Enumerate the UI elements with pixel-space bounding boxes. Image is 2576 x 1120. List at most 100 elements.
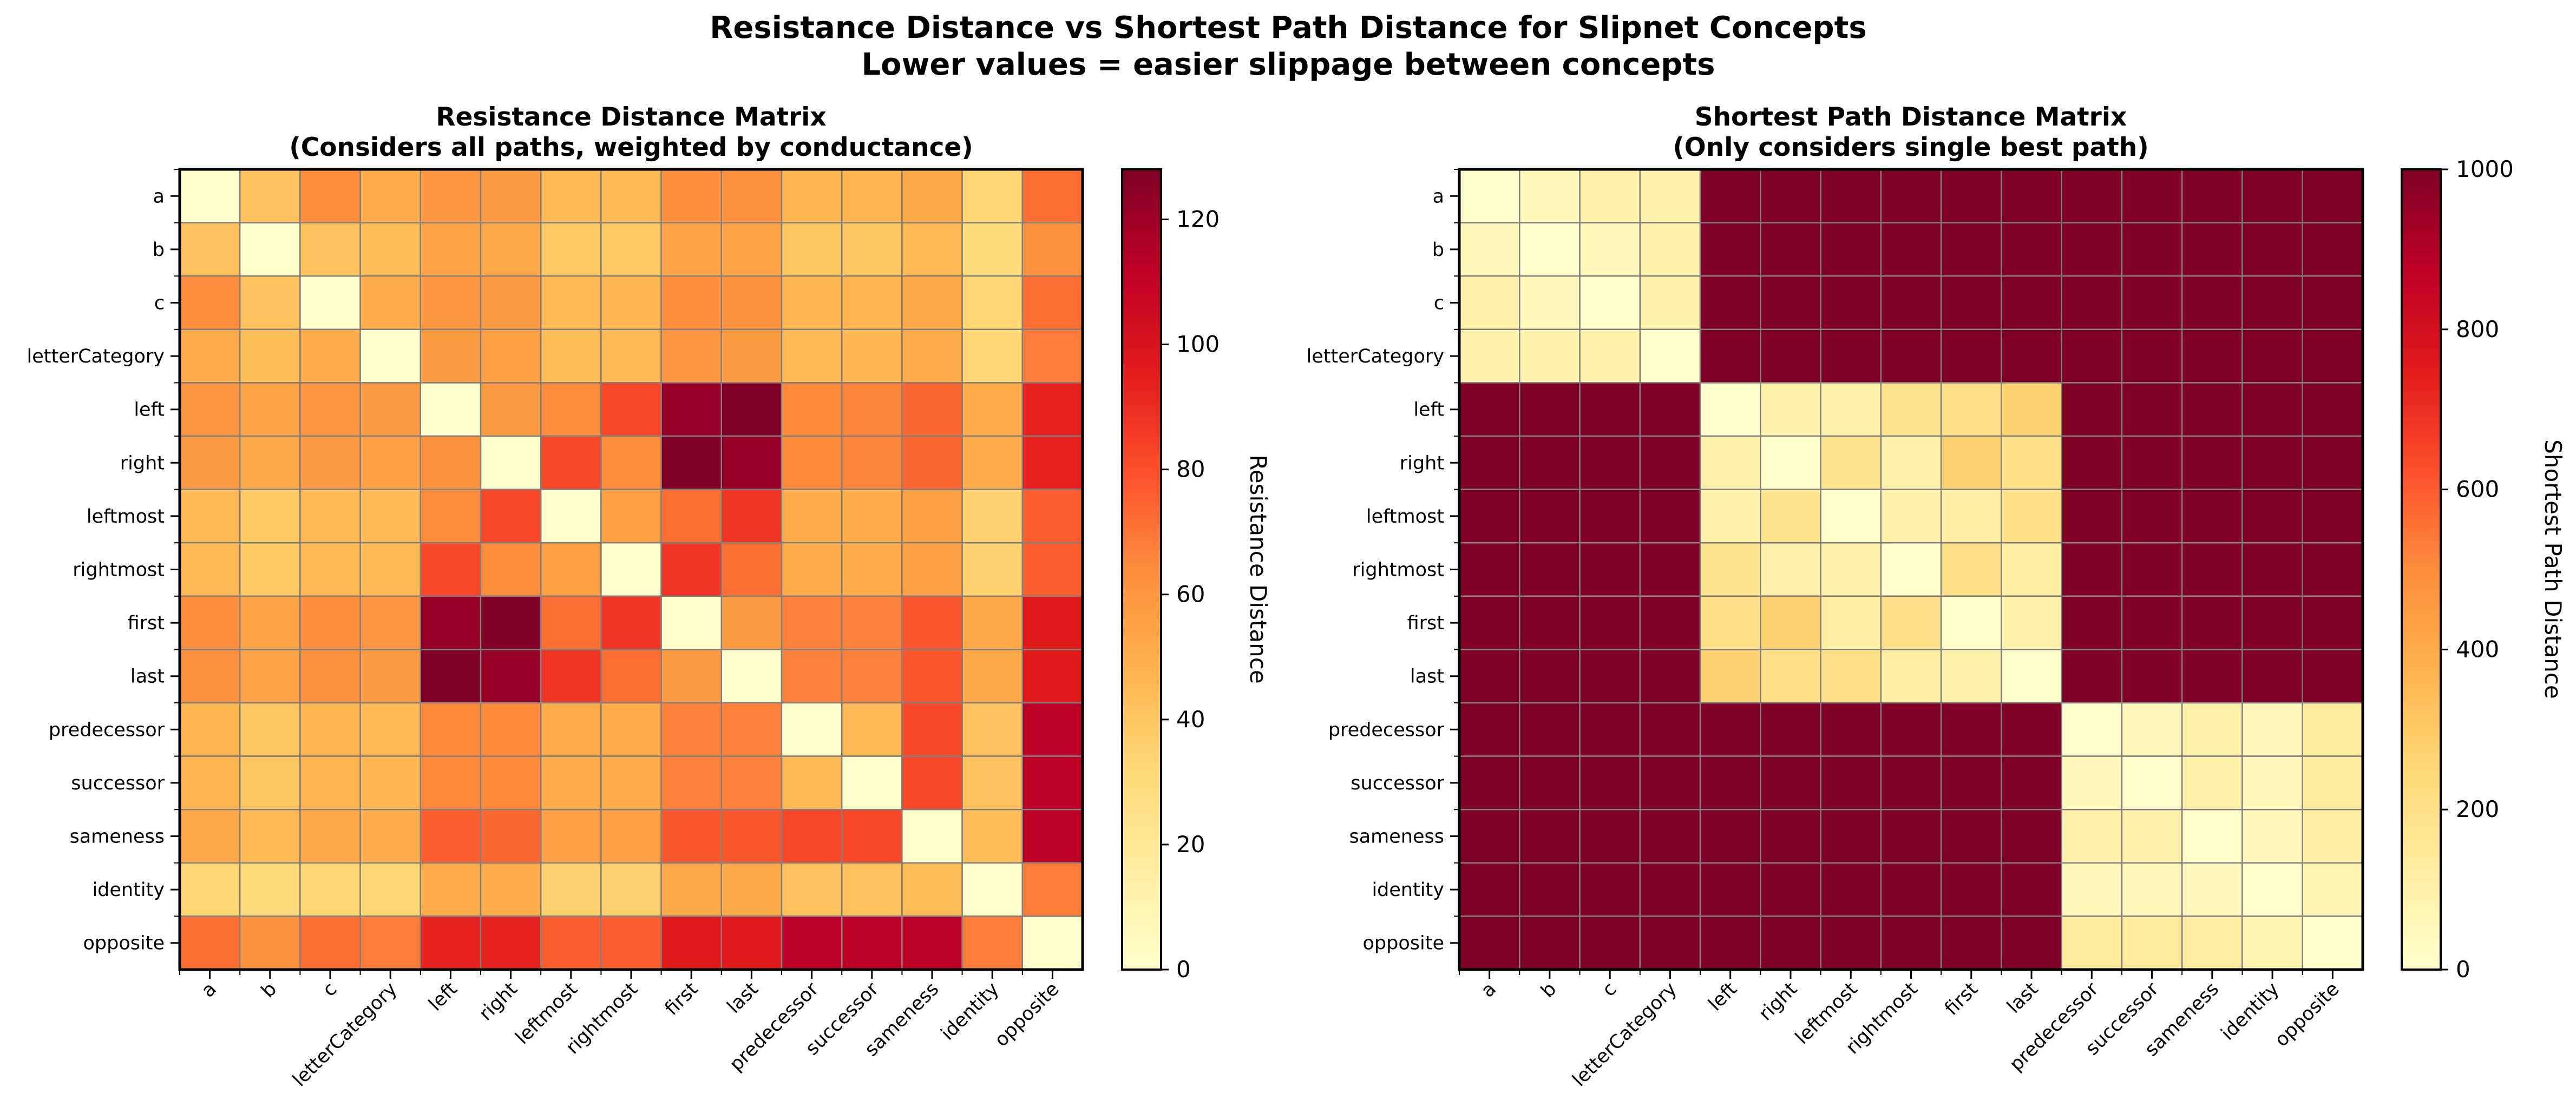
- resistance-cell-c-last: [720, 275, 783, 331]
- resistance-cell-first-c: [299, 595, 361, 650]
- shortest-path-title-line1: Shortest Path Distance Matrix: [1695, 102, 2127, 132]
- shortest-path-cell-opposite-c: [1579, 915, 1641, 971]
- shortest-path-cell-right-letter-category: [1639, 435, 1701, 490]
- shortest-path-cell-left-left: [1699, 382, 1761, 437]
- shortest-path-cell-predecessor-successor: [2121, 702, 2183, 757]
- shortest-path-cell-right-leftmost: [1820, 435, 1882, 490]
- resistance-cell-first-letter-category: [359, 595, 422, 650]
- shortest-path-cell-predecessor-identity: [2241, 702, 2303, 757]
- resistance-cell-last-a: [179, 649, 241, 704]
- shortest-path-cell-sameness-predecessor: [2061, 808, 2123, 864]
- resistance-cell-left-identity: [961, 382, 1024, 437]
- shortest-path-cell-sameness-letter-category: [1639, 808, 1701, 864]
- shortest-path-cell-c-left: [1699, 275, 1761, 331]
- resistance-cell-opposite-left: [419, 915, 482, 971]
- resistance-cell-b-rightmost: [600, 222, 662, 277]
- shortest-path-cell-rightmost-last: [2001, 542, 2062, 597]
- resistance-cell-rightmost-identity: [961, 542, 1024, 597]
- resistance-y-label-rightmost: rightmost: [73, 559, 165, 581]
- resistance-cell-c-letter-category: [359, 275, 422, 331]
- shortest-path-cell-letter-category-opposite: [2302, 328, 2364, 384]
- shortest-path-cell-identity-b: [1519, 862, 1581, 917]
- shortest-path-cell-leftmost-rightmost: [1880, 489, 1942, 544]
- shortest-path-cell-c-predecessor: [2061, 275, 2123, 331]
- resistance-cell-sameness-letter-category: [359, 808, 422, 864]
- shortest-path-cell-left-successor: [2121, 382, 2183, 437]
- resistance-cell-identity-rightmost: [600, 862, 662, 917]
- resistance-colorbar-tick-label: 60: [1176, 581, 1205, 608]
- resistance-cell-identity-a: [179, 862, 241, 917]
- shortest-path-y-label-b: b: [1432, 239, 1444, 261]
- shortest-path-cell-a-leftmost: [1820, 168, 1882, 223]
- shortest-path-cell-opposite-b: [1519, 915, 1581, 971]
- shortest-path-cell-first-identity: [2241, 595, 2303, 650]
- shortest-path-cell-rightmost-predecessor: [2061, 542, 2123, 597]
- shortest-path-cell-successor-successor: [2121, 755, 2183, 811]
- shortest-path-cell-left-first: [1940, 382, 2002, 437]
- shortest-path-cell-a-right: [1760, 168, 1821, 223]
- resistance-cell-first-last: [720, 595, 783, 650]
- shortest-path-cell-letter-category-c: [1579, 328, 1641, 384]
- resistance-cell-last-right: [480, 649, 542, 704]
- resistance-cell-rightmost-sameness: [901, 542, 963, 597]
- shortest-path-cell-identity-last: [2001, 862, 2062, 917]
- resistance-cell-letter-category-letter-category: [359, 328, 422, 384]
- resistance-cell-first-identity: [961, 595, 1024, 650]
- resistance-cell-sameness-c: [299, 808, 361, 864]
- resistance-cell-a-first: [660, 168, 723, 223]
- resistance-cell-rightmost-successor: [841, 542, 903, 597]
- shortest-path-cell-left-letter-category: [1639, 382, 1701, 437]
- resistance-cell-c-right: [480, 275, 542, 331]
- shortest-path-cell-a-rightmost: [1880, 168, 1942, 223]
- shortest-path-cell-rightmost-first: [1940, 542, 2002, 597]
- resistance-cell-opposite-sameness: [901, 915, 963, 971]
- shortest-path-cell-successor-b: [1519, 755, 1581, 811]
- resistance-cell-first-left: [419, 595, 482, 650]
- shortest-path-cell-b-left: [1699, 222, 1761, 277]
- shortest-path-cell-sameness-identity: [2241, 808, 2303, 864]
- shortest-path-cell-left-sameness: [2181, 382, 2243, 437]
- resistance-cell-c-c: [299, 275, 361, 331]
- resistance-cell-leftmost-opposite: [1021, 489, 1084, 544]
- shortest-path-cell-predecessor-letter-category: [1639, 702, 1701, 757]
- shortest-path-cell-last-left: [1699, 649, 1761, 704]
- resistance-colorbar-tick-label: 100: [1176, 331, 1220, 358]
- shortest-path-colorbar-tick-label: 200: [2456, 796, 2499, 822]
- resistance-cell-first-sameness: [901, 595, 963, 650]
- resistance-y-label-left: left: [134, 399, 165, 421]
- resistance-cell-letter-category-sameness: [901, 328, 963, 384]
- shortest-path-cell-c-leftmost: [1820, 275, 1882, 331]
- resistance-cell-left-b: [239, 382, 301, 437]
- shortest-path-cell-letter-category-first: [1940, 328, 2002, 384]
- shortest-path-cell-right-successor: [2121, 435, 2183, 490]
- resistance-cell-right-successor: [841, 435, 903, 490]
- resistance-cell-first-leftmost: [540, 595, 602, 650]
- resistance-colorbar-tick-label: 120: [1176, 206, 1220, 232]
- shortest-path-cell-rightmost-identity: [2241, 542, 2303, 597]
- resistance-cell-predecessor-right: [480, 702, 542, 757]
- shortest-path-cell-last-right: [1760, 649, 1821, 704]
- shortest-path-cell-c-sameness: [2181, 275, 2243, 331]
- resistance-cell-last-sameness: [901, 649, 963, 704]
- shortest-path-cell-last-letter-category: [1639, 649, 1701, 704]
- resistance-cell-successor-sameness: [901, 755, 963, 811]
- shortest-path-cell-left-last: [2001, 382, 2062, 437]
- resistance-cell-rightmost-b: [239, 542, 301, 597]
- resistance-y-label-sameness: sameness: [70, 826, 165, 848]
- shortest-path-cell-sameness-right: [1760, 808, 1821, 864]
- shortest-path-cell-identity-right: [1760, 862, 1821, 917]
- resistance-cell-left-letter-category: [359, 382, 422, 437]
- shortest-path-cell-leftmost-predecessor: [2061, 489, 2123, 544]
- resistance-cell-predecessor-opposite: [1021, 702, 1084, 757]
- shortest-path-cell-right-identity: [2241, 435, 2303, 490]
- resistance-cell-letter-category-predecessor: [781, 328, 843, 384]
- resistance-cell-c-left: [419, 275, 482, 331]
- shortest-path-cell-leftmost-last: [2001, 489, 2062, 544]
- resistance-cell-c-sameness: [901, 275, 963, 331]
- shortest-path-cell-letter-category-identity: [2241, 328, 2303, 384]
- shortest-path-cell-c-last: [2001, 275, 2062, 331]
- resistance-heatmap-cells: [178, 168, 1084, 971]
- shortest-path-cell-a-opposite: [2302, 168, 2364, 223]
- resistance-cell-b-identity: [961, 222, 1024, 277]
- resistance-cell-predecessor-rightmost: [600, 702, 662, 757]
